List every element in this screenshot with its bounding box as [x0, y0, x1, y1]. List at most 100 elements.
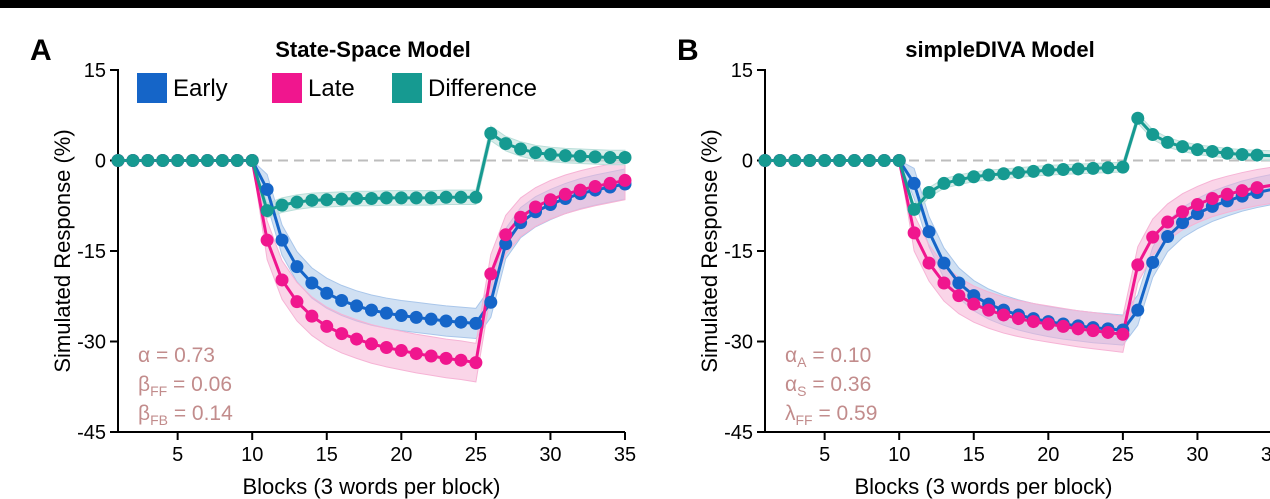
data-point-difference [862, 154, 876, 167]
data-point-difference [618, 150, 632, 164]
data-point-difference [818, 154, 832, 167]
data-point-difference [305, 193, 319, 207]
legend-label-difference: Difference [428, 75, 537, 102]
data-point-difference [350, 192, 364, 206]
data-point-difference [379, 191, 393, 205]
data-point-late [952, 289, 966, 303]
chart-title: simpleDIVA Model [905, 37, 1094, 62]
parameter-subscript: FF [150, 383, 167, 399]
data-point-late [558, 187, 572, 201]
data-point-early [335, 293, 349, 307]
data-point-difference [320, 193, 334, 207]
data-point-difference [394, 191, 408, 205]
legend: Early Late Difference [137, 73, 537, 103]
x-axis-label: Blocks (3 words per block) [855, 474, 1113, 499]
data-point-late [1220, 187, 1234, 201]
y-tick-label: 0 [742, 151, 753, 173]
data-point-difference [156, 154, 170, 167]
data-point-late [982, 303, 996, 317]
data-point-difference [847, 154, 861, 167]
y-tick-label: -45 [724, 422, 753, 444]
data-point-difference [907, 202, 921, 216]
parameter-label: λFF = 0.59 [785, 402, 877, 428]
data-point-early [499, 237, 513, 251]
legend-label-late: Late [308, 75, 355, 102]
data-point-difference [126, 154, 140, 167]
data-point-difference [439, 190, 453, 204]
x-tick-label: 15 [963, 444, 985, 466]
data-point-late [529, 200, 543, 214]
x-tick-label: 35 [1261, 444, 1270, 466]
data-point-late [937, 276, 951, 290]
data-point-difference [1220, 146, 1234, 160]
x-tick-label: 5 [819, 444, 830, 466]
data-point-difference [260, 204, 274, 218]
data-point-difference [499, 137, 513, 151]
data-point-late [350, 332, 364, 346]
data-point-late [365, 337, 378, 351]
data-point-difference [558, 149, 572, 163]
data-point-late [997, 308, 1011, 322]
data-point-early [320, 286, 334, 300]
data-point-difference [141, 154, 155, 167]
data-point-difference [922, 185, 936, 199]
data-point-difference [290, 195, 304, 209]
data-point-late [1161, 215, 1175, 229]
x-tick-label: 5 [172, 444, 183, 466]
data-point-early [484, 295, 498, 309]
data-point-difference [1190, 143, 1204, 157]
data-point-difference [1235, 147, 1249, 161]
data-point-difference [365, 192, 378, 206]
data-point-early [290, 260, 304, 274]
data-point-early [439, 314, 453, 328]
data-point-difference [275, 198, 289, 212]
parameter-symbol: α [785, 344, 797, 367]
legend-swatch-late [272, 73, 302, 103]
data-point-early [424, 312, 438, 326]
data-point-late [1071, 322, 1085, 336]
data-point-late [1116, 327, 1130, 341]
parameter-subscript: A [797, 354, 807, 370]
data-point-difference [1131, 111, 1145, 125]
data-point-difference [1116, 160, 1130, 174]
data-point-late [922, 256, 936, 270]
data-point-difference [1176, 140, 1190, 154]
x-tick-label: 15 [316, 444, 338, 466]
data-point-difference [186, 154, 200, 167]
confidence-band-difference [898, 112, 1270, 216]
data-point-late [1176, 205, 1190, 219]
x-tick-label: 20 [390, 444, 412, 466]
y-tick-label: 0 [95, 151, 106, 173]
data-point-late [1086, 324, 1100, 338]
panel-letter: B [677, 34, 699, 67]
data-point-late [1235, 184, 1249, 198]
data-point-late [394, 344, 408, 358]
data-point-late [439, 351, 453, 365]
data-point-late [1146, 230, 1160, 244]
panel-letter: A [30, 34, 52, 67]
data-point-early [1176, 216, 1190, 230]
data-point-difference [514, 142, 528, 156]
x-tick-label: 10 [888, 444, 910, 466]
y-tick-label: -30 [724, 332, 753, 354]
parameter-symbol: β [138, 373, 150, 396]
data-point-early [1131, 303, 1145, 317]
data-point-difference [1026, 164, 1040, 178]
y-tick-label: 15 [731, 60, 753, 82]
y-axis-label: Simulated Response (%) [50, 129, 75, 372]
parameter-subscript: FB [150, 412, 168, 428]
parameter-label: βFF = 0.06 [138, 373, 232, 399]
data-point-difference [1205, 144, 1219, 158]
data-point-difference [937, 176, 951, 190]
data-point-difference [1086, 161, 1100, 175]
data-point-difference [215, 154, 229, 167]
data-point-difference [1012, 166, 1025, 180]
data-point-early [379, 306, 393, 320]
confidence-band-late [898, 160, 1270, 353]
data-point-early [922, 225, 936, 239]
data-point-late [907, 226, 921, 240]
parameter-symbol: λ [785, 402, 796, 425]
data-point-difference [892, 154, 906, 167]
data-point-early [275, 233, 289, 247]
